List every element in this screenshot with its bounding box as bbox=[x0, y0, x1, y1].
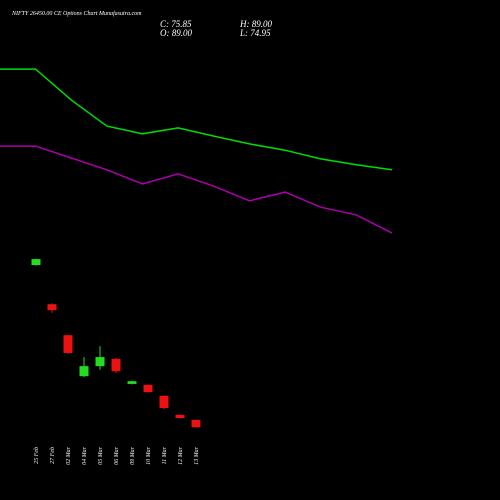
candle-body bbox=[95, 357, 105, 367]
high-label: H: 89.00 bbox=[239, 19, 272, 29]
x-tick-label: 12 Mar bbox=[178, 446, 184, 464]
close-label: C: 75.85 bbox=[160, 19, 192, 29]
x-tick-label: 02 Mar bbox=[66, 446, 72, 464]
x-tick-label: 13 Mar bbox=[194, 446, 200, 464]
x-tick-label: 05 Mar bbox=[98, 446, 104, 464]
open-label: O: 89.00 bbox=[160, 28, 192, 38]
x-tick-label: 06 Mar bbox=[114, 446, 120, 464]
candle-body bbox=[47, 304, 57, 311]
x-tick-label: 27 Feb bbox=[50, 447, 56, 464]
candle-body bbox=[127, 381, 137, 384]
candle-body bbox=[79, 366, 89, 377]
x-tick-label: 04 Mar bbox=[81, 446, 88, 464]
indicator-line bbox=[0, 145, 393, 234]
x-tick-label: 10 Mar bbox=[146, 446, 152, 464]
candle-body bbox=[191, 419, 201, 428]
candle-body bbox=[111, 358, 121, 372]
candle-body bbox=[159, 395, 169, 409]
candle-body bbox=[143, 384, 153, 393]
candle-body bbox=[31, 259, 41, 266]
low-label: L: 74.95 bbox=[239, 28, 271, 38]
candle-body bbox=[175, 414, 185, 419]
x-tick-label: 09 Mar bbox=[130, 446, 136, 464]
chart-title: NIFTY 26450.00 CE Options Chart Munafasu… bbox=[11, 10, 142, 17]
candle-body bbox=[63, 335, 73, 353]
x-tick-label: 11 Mar bbox=[162, 446, 168, 464]
x-tick-label: 25 Feb bbox=[34, 447, 40, 464]
indicator-line bbox=[0, 68, 393, 171]
